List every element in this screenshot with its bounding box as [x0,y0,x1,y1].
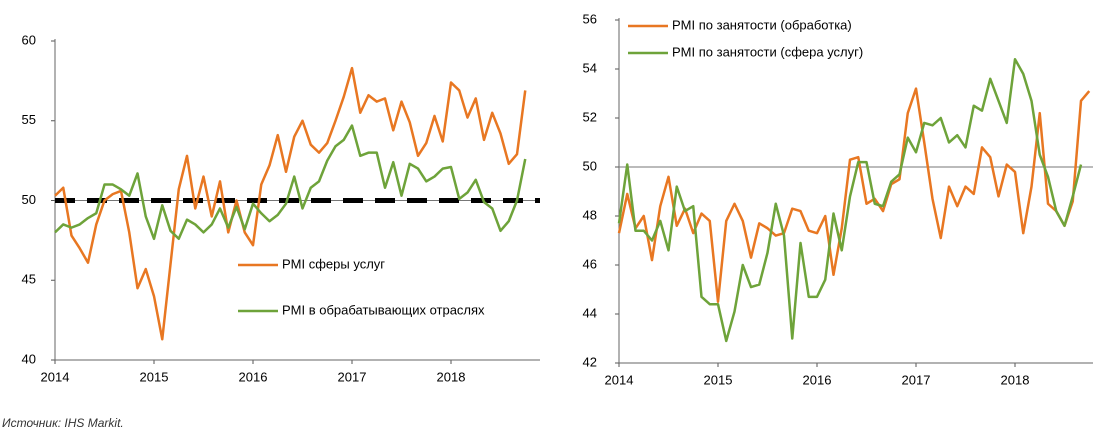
y-tick-label: 50 [583,158,597,173]
y-tick-label: 46 [583,256,597,271]
legend-label: PMI сферы услуг [282,256,385,271]
series-line [54,124,527,241]
x-tick-label: 2015 [704,372,733,387]
x-tick-label: 2017 [338,369,367,384]
y-tick-label: 60 [22,32,36,47]
y-tick-label: 50 [22,192,36,207]
x-tick-label: 2014 [605,372,634,387]
series-line [617,87,1091,303]
legend-label: PMI по занятости (обработка) [672,17,852,32]
x-tick-label: 2018 [437,369,466,384]
series-line [54,66,527,341]
y-tick-label: 44 [583,305,597,320]
x-tick-label: 2015 [140,369,169,384]
y-tick-label: 52 [583,109,597,124]
y-tick-label: 40 [22,351,36,366]
series-line [617,57,1083,343]
x-tick-label: 2018 [1001,372,1030,387]
legend-label: PMI по занятости (сфера услуг) [672,44,863,59]
x-tick-label: 2014 [41,369,70,384]
legend-label: PMI в обрабатывающих отраслях [282,302,485,317]
y-tick-label: 55 [22,112,36,127]
x-tick-label: 2017 [902,372,931,387]
y-tick-label: 54 [583,60,597,75]
source-note: Источник: IHS Markit. [2,416,124,430]
y-tick-label: 56 [583,11,597,26]
x-tick-label: 2016 [803,372,832,387]
x-tick-label: 2016 [239,369,268,384]
y-tick-label: 42 [583,354,597,369]
y-tick-label: 45 [22,272,36,287]
y-tick-label: 48 [583,207,597,222]
